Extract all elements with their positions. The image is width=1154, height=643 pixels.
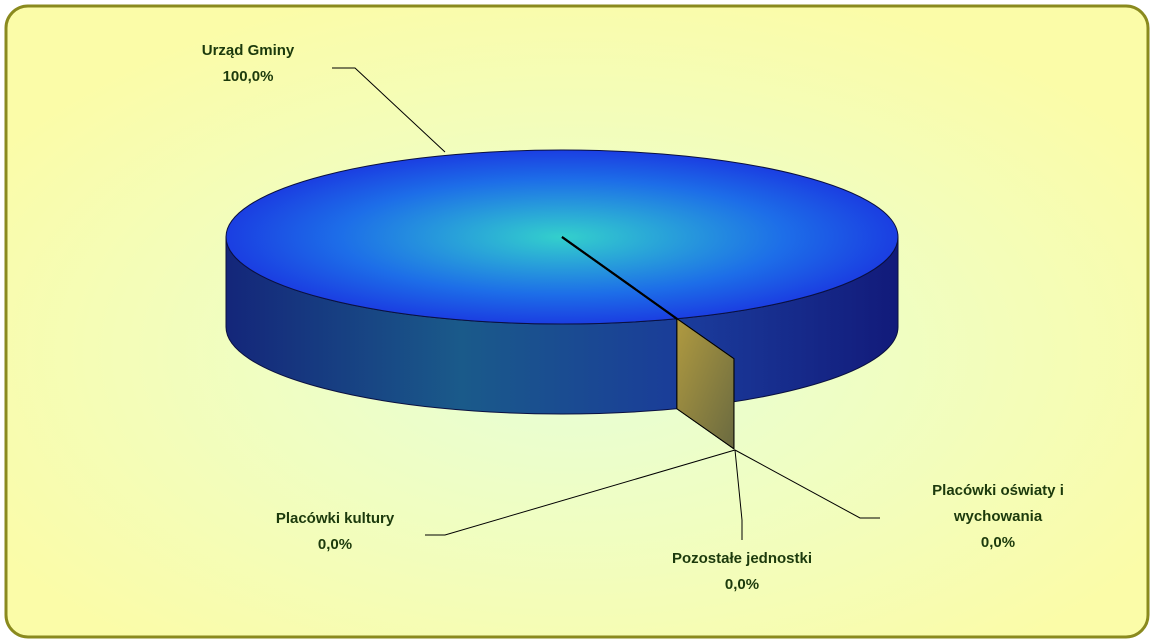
category-label: Urząd Gminy <box>201 42 295 59</box>
value-label: 0,0% <box>317 536 353 553</box>
category-label: Pozostałe jednostki <box>671 550 813 567</box>
value-label: 0,0% <box>724 576 760 593</box>
category-label: Placówki kultury <box>275 510 395 527</box>
pie-slice <box>676 317 735 450</box>
leader-lines <box>332 67 880 540</box>
data-label: Pozostałe jednostki 0,0% <box>632 546 852 598</box>
leader-line <box>425 449 736 536</box>
pie-slice-edge <box>561 236 678 320</box>
pie <box>225 149 899 450</box>
leader-line <box>734 449 880 519</box>
category-label: Placówki oświaty i wychowania <box>932 482 1064 525</box>
data-label: Placówki oświaty i wychowania 0,0% <box>898 478 1098 556</box>
value-label: 100,0% <box>222 68 274 85</box>
leader-line <box>734 449 743 540</box>
leader-line <box>332 67 446 153</box>
data-label: Placówki kultury 0,0% <box>235 506 435 558</box>
value-label: 0,0% <box>980 534 1016 551</box>
data-label: Urząd Gminy 100,0% <box>148 38 348 90</box>
